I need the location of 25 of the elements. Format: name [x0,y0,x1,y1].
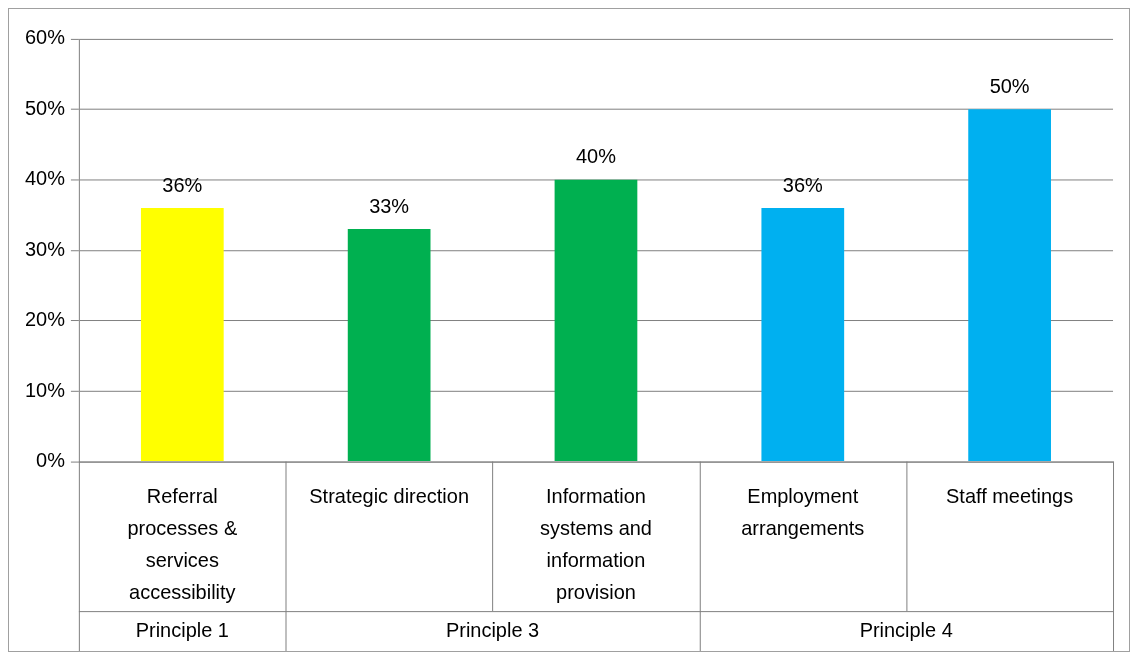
data-label: 40% [576,145,617,168]
bar [140,207,224,462]
x-tick-label: Referral processes & services accessibility [127,484,238,603]
x-tick-label: Staff meetings [946,484,1074,507]
y-tick-label: 0% [36,449,66,472]
y-tick-label: 30% [25,237,66,260]
data-label: 36% [162,173,203,196]
text: Principle 1 [135,618,229,641]
y-tick-label: 60% [25,26,66,49]
bar [347,229,431,462]
bar [761,207,845,462]
y-tick-label: 50% [25,96,66,119]
x-tick-label: Employment arrangements [741,484,865,539]
data-label: 33% [369,194,410,217]
x-tick-label: Information systems and information provision [539,484,652,603]
x-tick-label: Strategic direction [309,484,469,507]
bar [968,109,1051,462]
text: Principle 4 [859,618,953,641]
data-label: 50% [989,74,1030,97]
y-tick-label: 40% [25,167,66,190]
bar [554,179,638,462]
text: Principle 3 [445,618,540,641]
data-label: 36% [782,173,824,196]
y-tick-label: 20% [25,308,66,331]
y-tick-label: 10% [25,378,66,401]
